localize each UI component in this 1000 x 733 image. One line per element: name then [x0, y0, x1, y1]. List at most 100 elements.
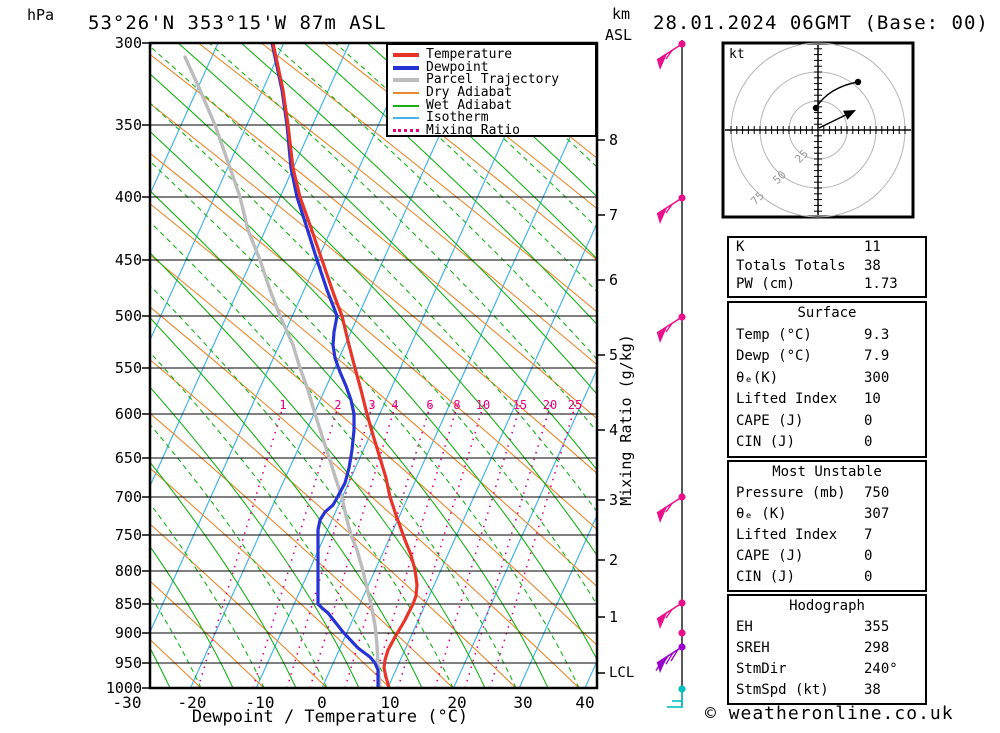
background-reference-lines: [151, 44, 596, 687]
pressure-tick-label: 650: [114, 449, 142, 467]
table-row-value: 9.3: [864, 326, 890, 343]
hodograph-trace-dot: [812, 104, 820, 112]
dry-adiabat-line: [151, 581, 264, 687]
legend: Temperature Dewpoint Parcel Trajectory Dry …: [386, 43, 597, 137]
table-row-label: Totals Totals: [736, 257, 846, 274]
pressure-tick-label: 950: [114, 654, 142, 672]
table-row-label: StmDir: [736, 661, 787, 677]
wind-barb-pennant: [657, 208, 667, 224]
hodograph-trace-dot: [854, 78, 862, 86]
table-row-label: CAPE (J): [736, 412, 804, 429]
wet-adiabat-dashed-line: [151, 161, 580, 687]
isotherm-line: [151, 44, 285, 340]
legend-item: Wet Adiabat: [391, 99, 595, 112]
km-tick-label: 5: [609, 346, 619, 364]
wet-adiabat-line: [151, 253, 486, 687]
wind-barb-pennant: [657, 327, 667, 343]
wet-adiabat-line: [151, 74, 596, 555]
wind-barb-tick: [665, 609, 673, 619]
dry-adiabat-line: [151, 203, 596, 587]
wind-barb-tick: [660, 655, 669, 668]
hodograph-trace: [815, 81, 859, 109]
table-row-value: 1.73: [864, 276, 898, 293]
dry-adiabat-line: [151, 468, 390, 687]
mixing-ratio-label: 3: [368, 398, 376, 412]
table-row-value: 307: [864, 506, 890, 522]
table-title: Most Unstable: [772, 464, 882, 480]
wind-barb-tick: [665, 652, 674, 665]
wet-adiabat-line: [430, 44, 596, 197]
table-row-label: θₑ (K): [736, 506, 787, 522]
mixing-ratio-label: 6: [426, 398, 434, 412]
copyright: © weatheronline.co.uk: [705, 703, 954, 724]
wet-adiabat-line: [151, 318, 423, 687]
km-tick-label: 1: [609, 608, 619, 626]
x-axis-title: Dewpoint / Temperature (°C): [191, 707, 469, 727]
legend-item: Dewpoint: [391, 61, 595, 75]
table-row-label: Lifted Index: [736, 391, 838, 408]
mixing-ratio-line: [434, 399, 523, 687]
dry-adiabat-line: [151, 153, 596, 530]
storm-motion-arrow: [818, 114, 846, 129]
mixing-ratio-line: [371, 399, 460, 687]
mixing-ratio-axis-title: Mixing Ratio (g/kg): [617, 334, 635, 506]
mixing-ratio-label: 25: [567, 398, 583, 412]
dry-adiabat-line: [151, 103, 596, 474]
wet-adiabat-line: [178, 44, 596, 470]
table-row-label: CIN (J): [736, 434, 796, 451]
table-row-value: 7.9: [864, 348, 890, 365]
dry-adiabat-line: [324, 44, 596, 260]
mixing-ratio-label: 8: [453, 398, 461, 412]
legend-swatch-wet-adiabat: [393, 104, 419, 107]
pressure-tick-label: 900: [114, 624, 142, 642]
table-row-value: 0: [864, 412, 873, 429]
temperature-tick-label: 20: [447, 693, 467, 712]
table-row-value: 0: [864, 569, 873, 585]
table-row-label: CAPE (J): [736, 548, 804, 564]
table-row-value: 7: [864, 527, 873, 543]
temperature-tick-label: -20: [177, 693, 207, 712]
wet-adiabat-line: [151, 648, 171, 687]
wind-barb-tick: [665, 204, 673, 214]
dry-adiabat-line: [151, 413, 453, 687]
pressure-tick-label: 350: [114, 116, 142, 134]
temperature-curve: [271, 44, 419, 687]
isotherm-line: [519, 516, 596, 687]
legend-swatch-isotherm: [393, 117, 419, 120]
table-row-value: 355: [864, 619, 890, 635]
table-row-label: Temp (°C): [736, 326, 812, 343]
mixing-ratio-label: 20: [542, 398, 558, 412]
indices-table-surface: Surface Temp (°C) 9.3 Dewp (°C) 7.9 θₑ(K) 300 L…: [727, 301, 927, 458]
wind-barb-shaft: [656, 646, 683, 664]
table-row-value: 298: [864, 640, 890, 656]
wind-barb-tick: [655, 658, 664, 671]
wind-barb-column: [655, 40, 686, 708]
temperature-tick-label: 30: [513, 693, 533, 712]
legend-label: Mixing Ratio: [426, 122, 520, 138]
dewpoint-curve: [270, 44, 380, 687]
km-tick-label: 6: [609, 271, 619, 289]
isotherm-line: [321, 78, 596, 687]
legend-swatch-mixing-ratio: [393, 129, 419, 133]
dry-adiabat-line: [387, 44, 596, 209]
isotherm-line: [256, 44, 548, 687]
mixing-ratio-line: [309, 399, 398, 687]
wet-adiabat-dashed-line: [151, 424, 328, 687]
pressure-tick-label: 450: [114, 251, 142, 269]
table-row: K 11: [729, 238, 925, 257]
wind-barb-tick: [665, 323, 673, 333]
table-row-label: Lifted Index: [736, 527, 838, 543]
mixing-ratio-label: 1: [279, 398, 287, 412]
wet-adiabat-dashed-line: [151, 103, 596, 605]
wind-barb-tick: [670, 649, 679, 662]
temperature-tick-label: 10: [380, 693, 400, 712]
pressure-tick-label: 400: [114, 188, 142, 206]
legend-label: Dry Adiabat: [426, 85, 513, 101]
legend-item: Parcel Trajectory: [391, 73, 595, 87]
table-row-value: 38: [864, 682, 881, 698]
wet-adiabat-dashed-line: [151, 352, 391, 687]
table-row: EH 355: [729, 617, 925, 638]
legend-item: Temperature: [391, 48, 595, 62]
dry-adiabat-line: [151, 524, 327, 687]
